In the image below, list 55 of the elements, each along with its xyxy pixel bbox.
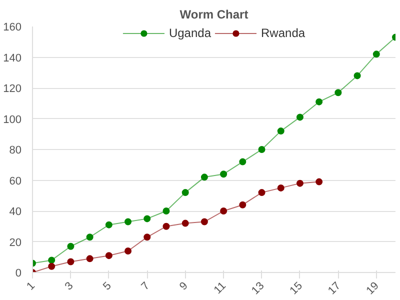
x-tick-label: 17	[326, 280, 344, 298]
y-tick-label: 140	[3, 52, 22, 64]
point	[316, 98, 323, 106]
chart-title: Worm Chart	[180, 8, 248, 22]
x-tick-label: 1	[24, 280, 38, 293]
x-tick-label: 9	[177, 280, 190, 293]
point	[67, 258, 74, 266]
point	[182, 220, 189, 227]
point	[144, 215, 151, 222]
point	[200, 174, 208, 181]
x-tick-label: 7	[139, 280, 152, 293]
y-tick-label: 20	[9, 236, 22, 249]
point	[258, 146, 266, 153]
point	[316, 178, 323, 186]
x-tick-label: 3	[62, 280, 76, 293]
point	[296, 180, 304, 187]
point	[220, 170, 228, 178]
point	[220, 208, 228, 214]
point	[144, 234, 151, 241]
point	[200, 218, 208, 226]
x-tick-label: 11	[212, 280, 229, 297]
point	[354, 72, 361, 80]
y-tick-label: 100	[3, 114, 22, 126]
point	[124, 247, 132, 254]
point	[48, 262, 56, 270]
point	[67, 242, 74, 250]
point	[86, 234, 94, 241]
y-tick-label: 60	[9, 175, 22, 188]
y-tick-label: 160	[3, 22, 22, 34]
x-tick-label: 15	[288, 280, 305, 298]
legend-label: Uganda	[168, 26, 212, 40]
x-tick-label: 5	[101, 280, 114, 293]
y-tick-label: 40	[9, 206, 22, 218]
point	[162, 208, 170, 214]
x-tick-label: 13	[250, 280, 267, 298]
point	[162, 222, 170, 230]
point	[277, 128, 284, 135]
point	[48, 256, 56, 264]
point	[277, 184, 284, 192]
point	[105, 252, 112, 260]
legend-label: Rwanda	[261, 26, 306, 40]
point	[239, 201, 246, 208]
y-tick-label: 0	[15, 268, 22, 280]
y-tick-label: 80	[9, 144, 22, 156]
point	[182, 189, 189, 196]
point	[239, 158, 246, 166]
point	[86, 255, 94, 262]
point	[124, 218, 132, 226]
point	[258, 189, 266, 196]
point	[296, 114, 304, 121]
x-tick-label: 19	[364, 280, 382, 298]
point	[105, 221, 112, 228]
y-tick-label: 120	[3, 83, 22, 95]
point	[372, 50, 380, 58]
point	[334, 89, 342, 96]
